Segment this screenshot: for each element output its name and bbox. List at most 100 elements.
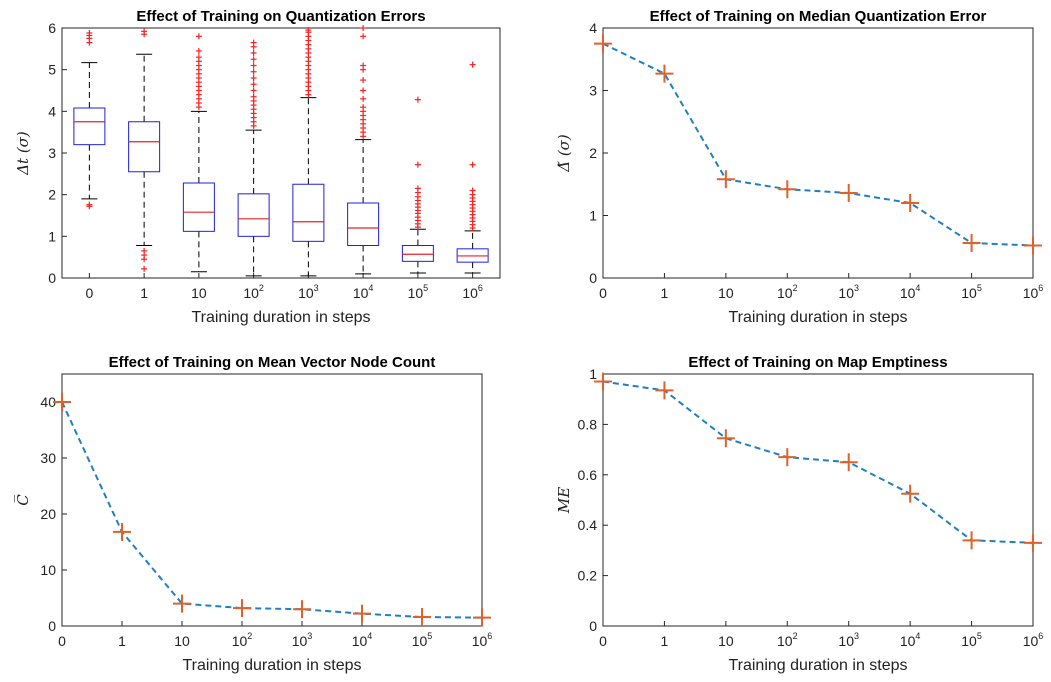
y-tick-label: 2 bbox=[589, 145, 597, 161]
x-tick-label: 106 bbox=[472, 631, 493, 649]
y-tick-label: 4 bbox=[48, 103, 56, 119]
outlier-point bbox=[414, 96, 421, 103]
x-tick-label: 0 bbox=[58, 633, 66, 649]
outlier-point bbox=[469, 61, 476, 68]
outlier-point bbox=[250, 56, 257, 63]
x-tick-label: 10 bbox=[191, 285, 207, 301]
data-point bbox=[113, 522, 131, 541]
data-point bbox=[233, 599, 251, 618]
outlier-point bbox=[141, 265, 148, 272]
y-tick-label: 20 bbox=[40, 506, 56, 522]
x-tick-label: 105 bbox=[961, 283, 982, 301]
data-point bbox=[962, 531, 981, 550]
y-tick-label: 3 bbox=[589, 83, 597, 99]
chart-map-emptiness: 00.20.40.60.810 1 10 102 103 104 105 106Effect … bbox=[555, 354, 1043, 674]
data-point bbox=[1024, 533, 1042, 552]
box-5 bbox=[347, 25, 380, 275]
outlier-point bbox=[360, 104, 367, 111]
outlier-point bbox=[414, 185, 421, 192]
y-axis-label: Δt (σ) bbox=[14, 131, 32, 176]
outlier-point bbox=[360, 77, 367, 84]
x-tick-label: 103 bbox=[838, 631, 859, 649]
iqr-box bbox=[347, 202, 380, 246]
outlier-point bbox=[250, 68, 257, 75]
data-point bbox=[353, 604, 371, 623]
box-2 bbox=[182, 33, 215, 273]
outlier-point bbox=[469, 161, 476, 168]
outlier-point bbox=[141, 247, 148, 254]
data-point bbox=[839, 453, 858, 472]
x-tick-label: 103 bbox=[838, 283, 859, 301]
x-tick-label: 10 bbox=[174, 633, 190, 649]
outlier-point bbox=[250, 75, 257, 81]
data-point bbox=[655, 64, 674, 83]
outlier-point bbox=[469, 187, 476, 194]
box-3 bbox=[237, 39, 270, 277]
x-tick-label: 106 bbox=[462, 283, 483, 301]
x-tick-label: 106 bbox=[1023, 631, 1044, 649]
x-tick-label: 102 bbox=[777, 631, 798, 649]
x-tick-label: 10 bbox=[718, 633, 734, 649]
box-7 bbox=[456, 61, 489, 274]
y-tick-label: 0 bbox=[589, 618, 597, 634]
plot-frame bbox=[61, 373, 483, 627]
y-tick-label: 0 bbox=[589, 270, 597, 286]
box-6 bbox=[401, 96, 434, 274]
outlier-point bbox=[250, 93, 257, 100]
x-axis-label: Training duration in steps bbox=[728, 657, 907, 674]
data-point bbox=[594, 34, 612, 53]
iqr-box bbox=[182, 182, 215, 232]
y-axis-label: C̅ bbox=[13, 494, 32, 506]
outlier-point bbox=[360, 62, 367, 69]
y-tick-label: 0 bbox=[48, 270, 56, 286]
x-tick-label: 104 bbox=[353, 283, 374, 301]
chart-title: Effect of Training on Quantization Error… bbox=[136, 8, 425, 25]
data-point bbox=[1024, 236, 1042, 255]
chart-title: Effect of Training on Median Quantizatio… bbox=[650, 8, 987, 25]
outlier-point bbox=[195, 54, 202, 61]
x-tick-label: 1 bbox=[661, 285, 669, 301]
y-tick-label: 6 bbox=[48, 20, 56, 36]
outlier-point bbox=[141, 28, 148, 35]
x-tick-label: 105 bbox=[408, 283, 429, 301]
y-tick-label: 1 bbox=[589, 366, 597, 382]
x-tick-label: 1 bbox=[661, 633, 669, 649]
iqr-box bbox=[292, 183, 325, 242]
y-tick-label: 3 bbox=[48, 145, 56, 161]
iqr-box bbox=[73, 107, 106, 146]
outlier-point bbox=[250, 81, 257, 88]
outlier-point bbox=[305, 27, 312, 34]
chart-mean-vector-node-count: 0 10 20 30 40 0 1 10 102 103 104 105 106 Effect of Tr… bbox=[13, 354, 492, 674]
x-tick-label: 1 bbox=[118, 633, 126, 649]
chart-quantization-errors: 0 1 2 3 4 5 6 0 1 10 102 103 104 105 106 Effect of Trai… bbox=[14, 8, 501, 326]
x-tick-label: 104 bbox=[900, 631, 921, 649]
y-axis-label: Δ̃ (σ) bbox=[555, 134, 573, 173]
x-tick-label: 104 bbox=[900, 283, 921, 301]
data-point bbox=[413, 608, 431, 627]
y-tick-label: 2 bbox=[48, 187, 56, 203]
iqr-box bbox=[401, 245, 434, 262]
x-axis-label: Training duration in steps bbox=[191, 309, 370, 326]
chart-title: Effect of Training on Map Emptiness bbox=[688, 354, 947, 371]
y-tick-label: 0 bbox=[48, 618, 56, 634]
x-tick-label: 105 bbox=[412, 631, 433, 649]
box-4 bbox=[292, 27, 325, 277]
data-point bbox=[901, 194, 920, 212]
y-tick-label: 1 bbox=[48, 228, 56, 244]
outlier-point bbox=[195, 33, 202, 40]
outlier-point bbox=[250, 87, 257, 94]
data-point bbox=[473, 608, 491, 627]
data-point bbox=[53, 393, 71, 411]
outlier-point bbox=[86, 201, 93, 208]
data-point bbox=[778, 448, 797, 467]
x-tick-label: 0 bbox=[85, 285, 93, 301]
series-line bbox=[602, 42, 1034, 247]
y-tick-label: 0.8 bbox=[578, 416, 598, 432]
data-point bbox=[839, 184, 858, 202]
data-point bbox=[962, 234, 981, 252]
y-tick-label: 1 bbox=[589, 208, 597, 224]
outlier-point bbox=[360, 87, 367, 94]
box-1 bbox=[128, 28, 161, 272]
outlier-point bbox=[360, 95, 367, 102]
